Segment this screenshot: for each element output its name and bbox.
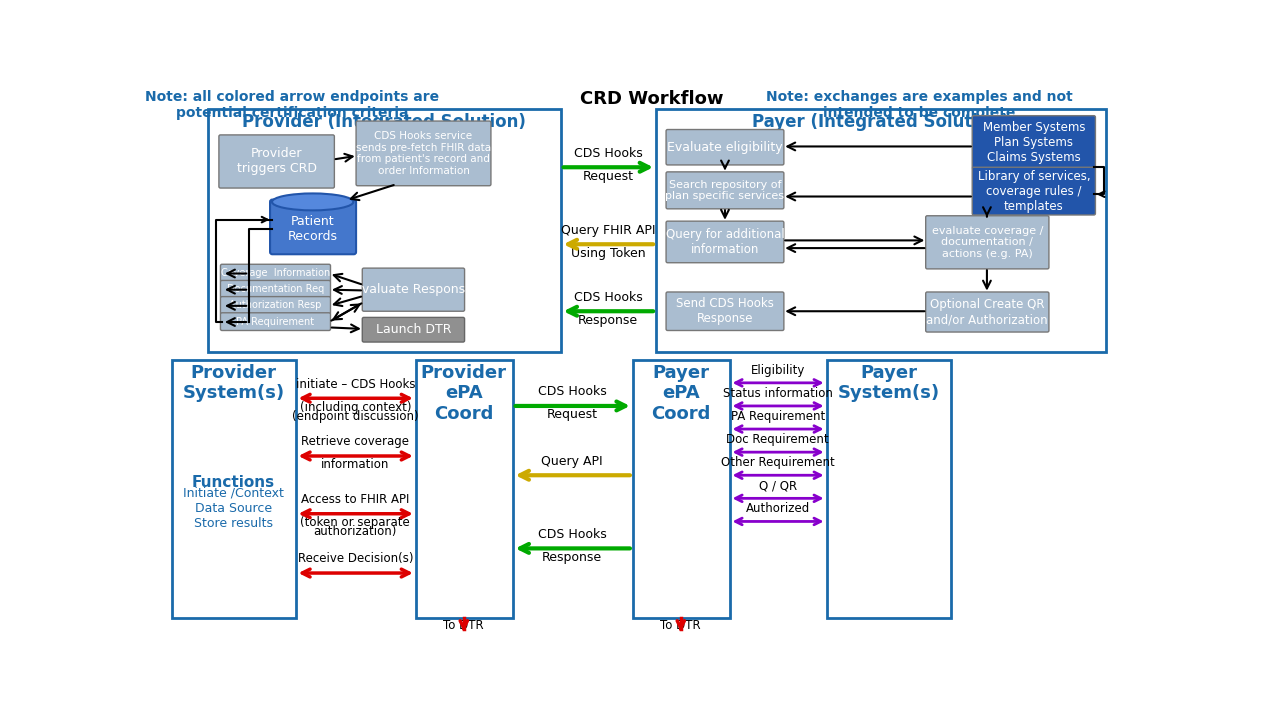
Text: Query for additional
information: Query for additional information xyxy=(666,228,785,256)
Text: PA Requirement: PA Requirement xyxy=(237,317,315,327)
Text: Documentation Req: Documentation Req xyxy=(227,284,324,294)
FancyBboxPatch shape xyxy=(219,135,334,188)
Text: Response: Response xyxy=(543,551,603,564)
Text: Request: Request xyxy=(547,408,598,421)
Text: Note: exchanges are examples and not
intended to be complete: Note: exchanges are examples and not int… xyxy=(767,90,1073,120)
Text: Member Systems
Plan Systems
Claims Systems: Member Systems Plan Systems Claims Syste… xyxy=(983,121,1085,163)
Text: Authorization Resp: Authorization Resp xyxy=(229,300,321,310)
Text: Library of services,
coverage rules /
templates: Library of services, coverage rules / te… xyxy=(978,170,1091,212)
Bar xyxy=(172,360,296,618)
Text: evaluate coverage /
documentation /
actions (e.g. PA): evaluate coverage / documentation / acti… xyxy=(932,226,1043,259)
Text: Query API: Query API xyxy=(541,454,603,467)
FancyBboxPatch shape xyxy=(973,167,1096,215)
Text: CDS Hooks: CDS Hooks xyxy=(538,385,607,398)
Text: Doc Requirement: Doc Requirement xyxy=(726,433,829,446)
Bar xyxy=(632,360,730,618)
Text: initiate – CDS Hooks: initiate – CDS Hooks xyxy=(296,377,415,390)
Text: Provider (Integrated Solution): Provider (Integrated Solution) xyxy=(242,113,526,131)
Text: Authorized: Authorized xyxy=(745,503,810,516)
FancyBboxPatch shape xyxy=(220,264,330,282)
Text: (token or separate: (token or separate xyxy=(301,516,410,529)
FancyBboxPatch shape xyxy=(220,312,330,330)
FancyBboxPatch shape xyxy=(925,292,1048,332)
Ellipse shape xyxy=(271,194,353,210)
Text: Request: Request xyxy=(582,169,634,183)
Text: Access to FHIR API: Access to FHIR API xyxy=(301,493,410,506)
FancyBboxPatch shape xyxy=(666,292,783,330)
Text: To DTR: To DTR xyxy=(443,619,484,632)
Text: Evaluate eligibility: Evaluate eligibility xyxy=(667,140,783,154)
Text: Optional Create QR
and/or Authorization: Optional Create QR and/or Authorization xyxy=(927,298,1048,326)
Text: CDS Hooks service
sends pre-fetch FHIR data
from patient's record and
order Info: CDS Hooks service sends pre-fetch FHIR d… xyxy=(356,131,492,176)
Text: Initiate /Context
Data Source
Store results: Initiate /Context Data Source Store resu… xyxy=(183,487,284,530)
Text: Q / QR: Q / QR xyxy=(759,480,796,492)
Text: Retrieve coverage: Retrieve coverage xyxy=(301,436,410,449)
Text: Launch DTR: Launch DTR xyxy=(375,323,451,336)
Text: Payer (Integrated Solution): Payer (Integrated Solution) xyxy=(753,113,1009,131)
Text: Other Requirement: Other Requirement xyxy=(721,456,835,469)
Bar xyxy=(209,109,561,352)
Text: Functions: Functions xyxy=(192,475,275,490)
Text: Using Token: Using Token xyxy=(571,246,645,259)
Text: CRD Workflow: CRD Workflow xyxy=(580,90,724,108)
Bar xyxy=(657,109,1106,352)
FancyBboxPatch shape xyxy=(362,318,465,342)
Text: Provider
triggers CRD: Provider triggers CRD xyxy=(237,148,316,176)
Text: To DTR: To DTR xyxy=(660,619,701,632)
Bar xyxy=(416,360,512,618)
Text: Provider
ePA
Coord: Provider ePA Coord xyxy=(421,364,507,423)
Text: Payer
System(s): Payer System(s) xyxy=(837,364,940,402)
FancyBboxPatch shape xyxy=(220,297,330,315)
Text: Provider
System(s): Provider System(s) xyxy=(183,364,284,402)
Text: Note: all colored arrow endpoints are
potential certification criteria: Note: all colored arrow endpoints are po… xyxy=(145,90,439,120)
FancyBboxPatch shape xyxy=(362,268,465,311)
Text: CDS Hooks: CDS Hooks xyxy=(538,528,607,541)
Text: PA Requirement: PA Requirement xyxy=(731,410,824,423)
Text: authorization): authorization) xyxy=(314,526,397,539)
Text: (endpoint discussion): (endpoint discussion) xyxy=(292,410,419,423)
Text: CDS Hooks: CDS Hooks xyxy=(573,291,643,304)
FancyBboxPatch shape xyxy=(973,116,1096,168)
Text: CDS Hooks: CDS Hooks xyxy=(573,147,643,160)
FancyBboxPatch shape xyxy=(270,199,356,254)
Text: Payer
ePA
Coord: Payer ePA Coord xyxy=(652,364,710,423)
Text: Coverage  Information: Coverage Information xyxy=(221,268,330,278)
FancyBboxPatch shape xyxy=(925,216,1048,269)
Text: (including context): (including context) xyxy=(300,400,411,413)
Text: information: information xyxy=(321,459,389,472)
FancyBboxPatch shape xyxy=(666,130,783,165)
Text: Evaluate Response: Evaluate Response xyxy=(355,283,472,296)
Text: Response: Response xyxy=(577,313,637,327)
FancyBboxPatch shape xyxy=(666,221,783,263)
Text: Query FHIR API: Query FHIR API xyxy=(561,223,655,237)
Bar xyxy=(827,360,951,618)
FancyBboxPatch shape xyxy=(666,172,783,209)
Text: Patient
Records: Patient Records xyxy=(288,215,338,243)
Text: Search repository of
plan specific services: Search repository of plan specific servi… xyxy=(666,179,785,201)
Text: Eligibility: Eligibility xyxy=(750,364,805,377)
FancyBboxPatch shape xyxy=(356,121,492,186)
Text: Send CDS Hooks
Response: Send CDS Hooks Response xyxy=(676,297,774,325)
Text: Receive Decision(s): Receive Decision(s) xyxy=(297,552,413,565)
Text: Status information: Status information xyxy=(723,387,832,400)
FancyBboxPatch shape xyxy=(220,280,330,298)
